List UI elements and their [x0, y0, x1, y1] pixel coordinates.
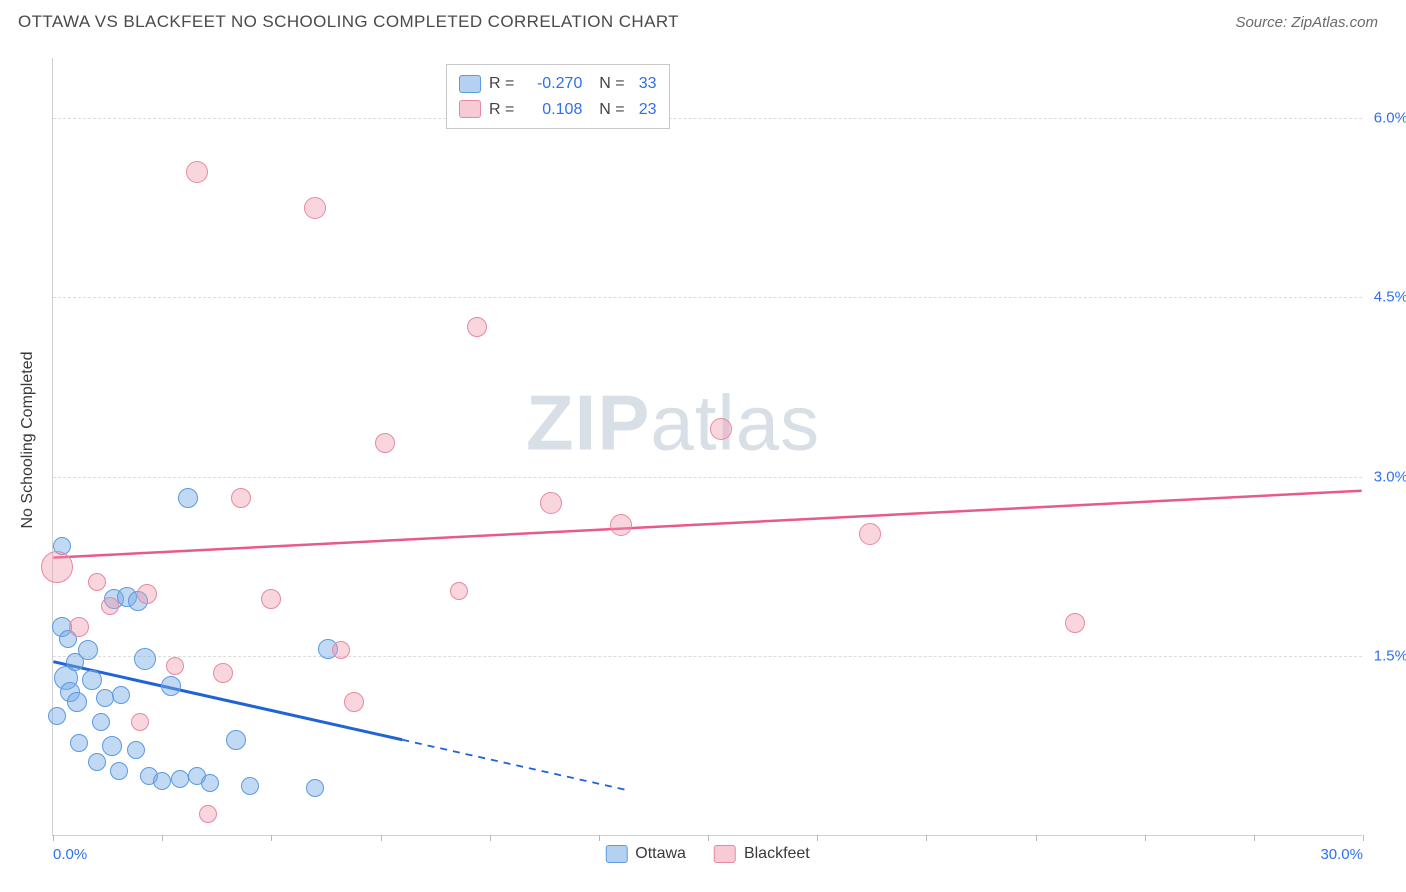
data-point[interactable] [332, 641, 350, 659]
data-point[interactable] [78, 640, 98, 660]
data-point[interactable] [306, 779, 324, 797]
data-point[interactable] [450, 582, 468, 600]
data-point[interactable] [112, 686, 130, 704]
xtick [599, 835, 600, 841]
data-point[interactable] [241, 777, 259, 795]
scatter-chart: 1.5%3.0%4.5%6.0%0.0%30.0%ZIPatlasR = -0.… [52, 58, 1362, 836]
data-point[interactable] [127, 741, 145, 759]
xtick [817, 835, 818, 841]
data-point[interactable] [48, 707, 66, 725]
xtick [490, 835, 491, 841]
trend-lines [53, 58, 1362, 835]
data-point[interactable] [201, 774, 219, 792]
data-point[interactable] [304, 197, 326, 219]
xtick-label: 0.0% [53, 846, 87, 863]
data-point[interactable] [134, 648, 156, 670]
y-axis-label: No Schooling Completed [19, 352, 37, 529]
data-point[interactable] [213, 663, 233, 683]
legend-label: Ottawa [635, 845, 686, 863]
stat-n-value: 23 [633, 97, 657, 123]
stat-r-label: R = [489, 71, 514, 97]
data-point[interactable] [101, 597, 119, 615]
data-point[interactable] [1065, 613, 1085, 633]
data-point[interactable] [82, 670, 102, 690]
data-point[interactable] [261, 589, 281, 609]
stat-n-value: 33 [633, 71, 657, 97]
data-point[interactable] [375, 433, 395, 453]
data-point[interactable] [710, 418, 732, 440]
data-point[interactable] [137, 584, 157, 604]
stat-r-value: 0.108 [522, 97, 582, 123]
data-point[interactable] [166, 657, 184, 675]
data-point[interactable] [178, 488, 198, 508]
xtick [708, 835, 709, 841]
xtick [53, 835, 54, 841]
data-point[interactable] [226, 730, 246, 750]
xtick [926, 835, 927, 841]
gridline [53, 118, 1362, 119]
gridline [53, 656, 1362, 657]
xtick [381, 835, 382, 841]
stats-legend: R = -0.270 N = 33R = 0.108 N = 23 [446, 64, 670, 129]
data-point[interactable] [610, 514, 632, 536]
chart-header: OTTAWA VS BLACKFEET NO SCHOOLING COMPLET… [0, 0, 1406, 40]
legend-swatch [605, 845, 627, 863]
xtick [1363, 835, 1364, 841]
data-point[interactable] [69, 617, 89, 637]
data-point[interactable] [859, 523, 881, 545]
data-point[interactable] [88, 753, 106, 771]
data-point[interactable] [171, 770, 189, 788]
legend-swatch [714, 845, 736, 863]
stat-r-value: -0.270 [522, 71, 582, 97]
data-point[interactable] [67, 692, 87, 712]
trend-line-dashed [402, 740, 629, 791]
stats-row: R = 0.108 N = 23 [459, 97, 657, 123]
legend-swatch [459, 100, 481, 118]
source-label: Source: ZipAtlas.com [1235, 14, 1378, 31]
data-point[interactable] [467, 317, 487, 337]
gridline [53, 477, 1362, 478]
legend-item[interactable]: Blackfeet [714, 845, 810, 863]
data-point[interactable] [131, 713, 149, 731]
data-point[interactable] [70, 734, 88, 752]
data-point[interactable] [199, 805, 217, 823]
data-point[interactable] [161, 676, 181, 696]
xtick [1145, 835, 1146, 841]
data-point[interactable] [88, 573, 106, 591]
legend-swatch [459, 75, 481, 93]
ytick-label: 1.5% [1364, 648, 1406, 665]
data-point[interactable] [231, 488, 251, 508]
chart-title: OTTAWA VS BLACKFEET NO SCHOOLING COMPLET… [18, 12, 679, 32]
stat-n-label: N = [590, 71, 624, 97]
xtick [162, 835, 163, 841]
xtick [271, 835, 272, 841]
data-point[interactable] [102, 736, 122, 756]
ytick-label: 3.0% [1364, 468, 1406, 485]
data-point[interactable] [41, 551, 73, 583]
data-point[interactable] [344, 692, 364, 712]
stat-r-label: R = [489, 97, 514, 123]
data-point[interactable] [186, 161, 208, 183]
data-point[interactable] [153, 772, 171, 790]
legend-item[interactable]: Ottawa [605, 845, 686, 863]
stats-row: R = -0.270 N = 33 [459, 71, 657, 97]
xtick-label: 30.0% [1320, 846, 1363, 863]
data-point[interactable] [110, 762, 128, 780]
xtick [1036, 835, 1037, 841]
data-point[interactable] [92, 713, 110, 731]
legend-label: Blackfeet [744, 845, 810, 863]
gridline [53, 297, 1362, 298]
watermark: ZIPatlas [526, 378, 820, 469]
ytick-label: 4.5% [1364, 289, 1406, 306]
ytick-label: 6.0% [1364, 109, 1406, 126]
xtick [1254, 835, 1255, 841]
data-point[interactable] [540, 492, 562, 514]
bottom-legend: Ottawa Blackfeet [605, 845, 810, 863]
stat-n-label: N = [590, 97, 624, 123]
